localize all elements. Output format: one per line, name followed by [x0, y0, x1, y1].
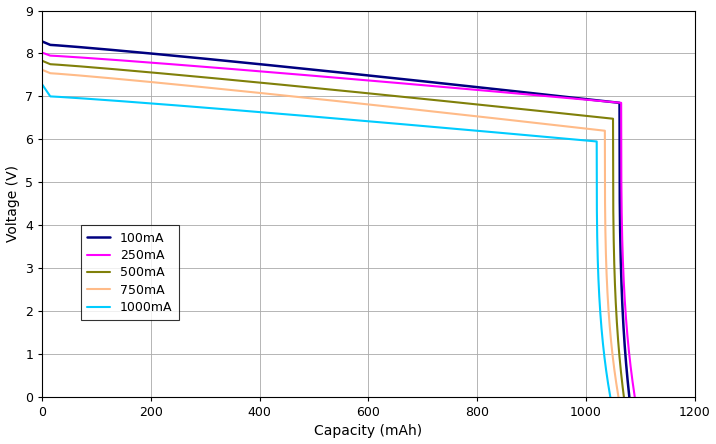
100mA — [38, 39, 47, 44]
1000mA — [440, 125, 449, 131]
750mA — [140, 79, 148, 84]
500mA — [469, 101, 478, 107]
250mA — [631, 394, 639, 400]
750mA — [112, 76, 120, 81]
1000mA — [457, 127, 465, 132]
500mA — [112, 67, 121, 72]
1000mA — [138, 100, 147, 105]
500mA — [452, 99, 460, 105]
250mA — [458, 86, 466, 91]
500mA — [258, 80, 266, 86]
750mA — [539, 121, 548, 127]
1000mA — [38, 82, 47, 87]
100mA — [474, 84, 483, 90]
500mA — [38, 58, 47, 63]
Line: 750mA: 750mA — [42, 70, 619, 397]
1000mA — [252, 109, 261, 115]
Line: 1000mA: 1000mA — [42, 84, 610, 397]
250mA — [475, 87, 483, 93]
250mA — [261, 69, 270, 75]
Y-axis label: Voltage (V): Voltage (V) — [6, 165, 19, 242]
250mA — [554, 95, 563, 100]
500mA — [141, 69, 150, 75]
750mA — [463, 113, 471, 118]
1000mA — [110, 98, 119, 103]
750mA — [255, 90, 263, 95]
100mA — [113, 48, 122, 53]
750mA — [614, 394, 623, 400]
100mA — [625, 394, 634, 400]
100mA — [553, 93, 561, 99]
100mA — [457, 83, 465, 88]
Line: 250mA: 250mA — [42, 53, 635, 397]
750mA — [446, 111, 455, 116]
250mA — [142, 59, 150, 65]
500mA — [619, 394, 628, 400]
100mA — [142, 50, 150, 56]
500mA — [547, 110, 556, 115]
100mA — [261, 62, 269, 67]
Line: 500mA: 500mA — [42, 61, 624, 397]
750mA — [38, 67, 47, 72]
X-axis label: Capacity (mAh): Capacity (mAh) — [314, 424, 422, 438]
1000mA — [532, 133, 541, 139]
Line: 100mA: 100mA — [42, 41, 629, 397]
1000mA — [606, 394, 614, 400]
250mA — [114, 57, 122, 63]
250mA — [38, 50, 47, 56]
Legend: 100mA, 250mA, 500mA, 750mA, 1000mA: 100mA, 250mA, 500mA, 750mA, 1000mA — [81, 226, 178, 321]
